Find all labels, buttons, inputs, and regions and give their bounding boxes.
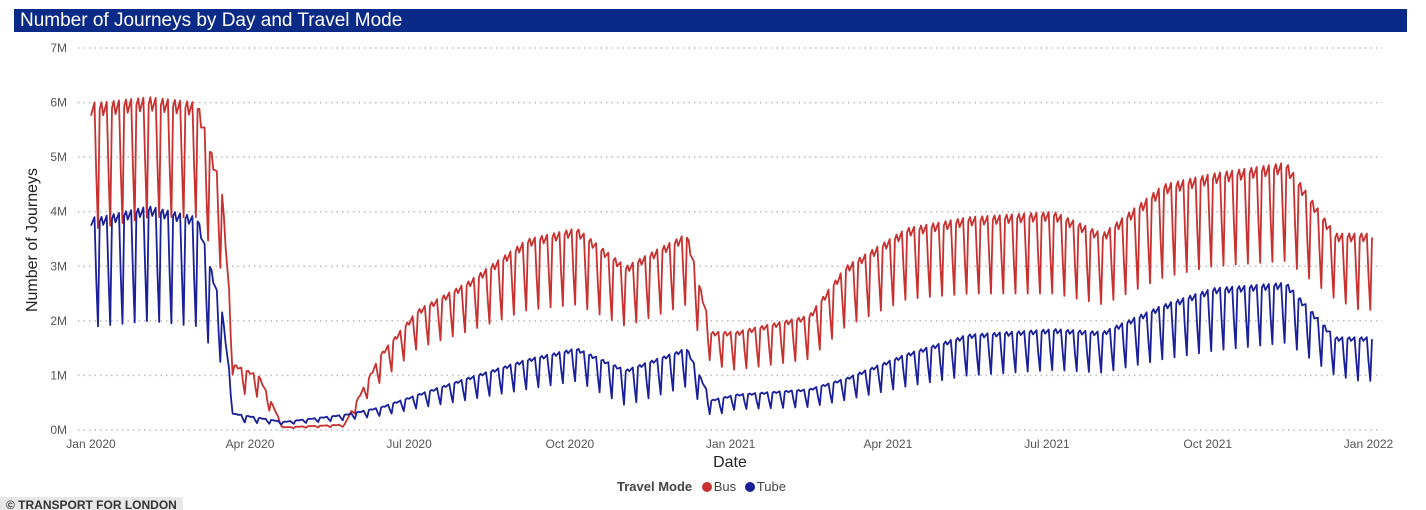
- y-tick-label: 7M: [50, 41, 67, 55]
- y-tick-label: 3M: [50, 259, 67, 273]
- x-tick-label: Jan 2020: [66, 437, 116, 451]
- y-axis-ticks: 0M 1M 2M 3M 4M 5M 6M 7M: [50, 41, 67, 437]
- x-axis-title: Date: [713, 454, 747, 471]
- x-tick-label: Jul 2021: [1024, 437, 1070, 451]
- y-tick-label: 1M: [50, 368, 67, 382]
- tube-dot-icon: [744, 482, 755, 492]
- x-tick-label: Oct 2020: [545, 437, 594, 451]
- y-tick-label: 2M: [50, 314, 67, 328]
- y-tick-label: 6M: [50, 96, 67, 110]
- x-tick-label: Apr 2020: [226, 437, 275, 451]
- bus-dot-icon: [701, 482, 712, 492]
- y-tick-label: 5M: [50, 150, 67, 164]
- chart-title-bar: Number of Journeys by Day and Travel Mod…: [14, 9, 1407, 32]
- series-lines: [90, 96, 1373, 429]
- x-axis-ticks: Jan 2020 Apr 2020 Jul 2020 Oct 2020 Jan 2021…: [66, 437, 1393, 451]
- x-tick-label: Jul 2020: [386, 437, 432, 451]
- chart-title: Number of Journeys by Day and Travel Mod…: [20, 10, 403, 31]
- legend: Travel Mode Bus Tube: [617, 479, 791, 494]
- legend-item-tube[interactable]: Tube: [744, 479, 786, 494]
- y-tick-label: 4M: [50, 205, 67, 219]
- line-tube: [90, 205, 1373, 426]
- gridlines: [78, 47, 1382, 431]
- y-tick-label: 0M: [50, 423, 67, 437]
- legend-title: Travel Mode: [617, 479, 693, 494]
- x-tick-label: Jan 2022: [1344, 437, 1394, 451]
- legend-label-tube: Tube: [756, 479, 786, 494]
- legend-label-bus: Bus: [713, 479, 737, 494]
- x-tick-label: Oct 2021: [1183, 437, 1232, 451]
- y-axis-title: Number of Journeys: [24, 168, 41, 312]
- x-tick-label: Jan 2021: [706, 437, 756, 451]
- legend-item-bus[interactable]: Bus: [701, 479, 740, 494]
- credit-badge: © TRANSPORT FOR LONDON: [0, 497, 183, 510]
- x-tick-label: Apr 2021: [864, 437, 913, 451]
- line-bus: [90, 96, 1373, 429]
